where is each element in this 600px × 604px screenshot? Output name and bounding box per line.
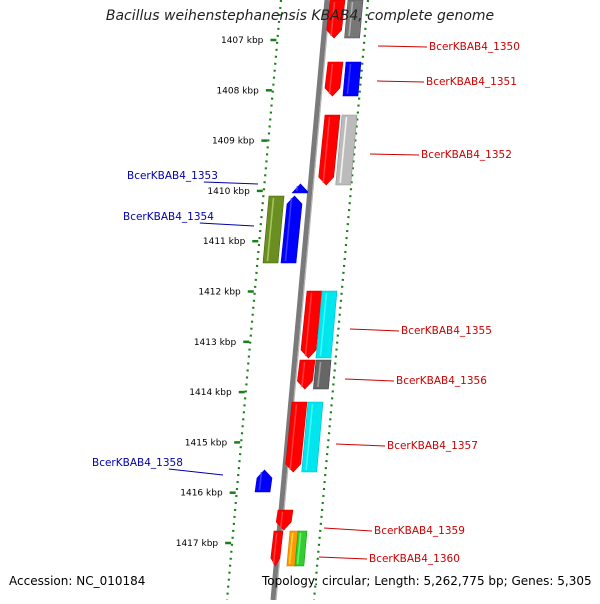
gene-highlight (339, 116, 348, 184)
gene-block (254, 469, 273, 493)
gene-highlight (289, 403, 298, 471)
tick-label: 1407 kbp (221, 36, 264, 46)
gene-label: BcerKBAB4_1354 (123, 211, 214, 223)
gene-label: BcerKBAB4_1360 (369, 553, 460, 565)
tick-label: 1414 kbp (189, 388, 232, 398)
gene-label: BcerKBAB4_1358 (92, 457, 183, 469)
label-leader-line (323, 527, 373, 532)
gene-label: BcerKBAB4_1351 (426, 76, 517, 88)
gene-label: BcerKBAB4_1353 (127, 170, 218, 182)
gene-block (313, 359, 332, 390)
label-leader-line (335, 443, 386, 447)
gene-highlight (305, 403, 314, 471)
gene-highlight (317, 361, 322, 388)
label-leader-line (199, 222, 255, 227)
gene-highlight (272, 532, 278, 565)
gene-highlight (288, 532, 294, 565)
gene-highlight (322, 116, 331, 184)
tick-label: 1416 kbp (180, 489, 223, 499)
gene-highlight (346, 63, 352, 95)
tick-label: 1409 kbp (212, 137, 255, 147)
tick-label: 1410 kbp (207, 187, 250, 197)
gene-label: BcerKBAB4_1356 (396, 375, 487, 387)
gene-highlight (301, 361, 306, 388)
gene-label: BcerKBAB4_1357 (387, 440, 478, 452)
gene-label: BcerKBAB4_1359 (374, 525, 465, 537)
accession-text: Accession: NC_010184 (9, 574, 146, 588)
tick-label: 1413 kbp (194, 338, 237, 348)
label-leader-line (203, 181, 259, 185)
gene-highlight (330, 1, 336, 37)
gene-block (291, 183, 309, 194)
gene-highlight (328, 63, 334, 95)
right-guide-line (312, 0, 370, 601)
gene-label: BcerKBAB4_1352 (421, 149, 512, 161)
tick-label: 1408 kbp (216, 86, 259, 96)
gene-highlight (266, 197, 275, 262)
gene-block (324, 61, 344, 97)
gene-block (297, 359, 316, 390)
label-leader-line (376, 80, 425, 83)
label-leader-line (168, 468, 224, 476)
gene-highlight (279, 511, 284, 529)
gene-highlight (348, 1, 354, 37)
label-leader-line (349, 328, 400, 332)
tick-label: 1417 kbp (176, 539, 219, 549)
gene-label: BcerKBAB4_1355 (401, 325, 492, 337)
tick-label: 1415 kbp (185, 438, 228, 448)
gene-label: BcerKBAB4_1350 (429, 41, 520, 53)
gene-highlight (319, 292, 328, 357)
label-leader-line (318, 556, 368, 560)
left-guide-line (225, 0, 283, 601)
tick-label: 1412 kbp (198, 288, 241, 298)
backbone-highlight (275, 0, 331, 601)
genome-title: Bacillus weihenstephanensis KBAB4, compl… (105, 8, 495, 24)
tick-label: 1411 kbp (203, 237, 246, 247)
gene-highlight (304, 292, 313, 357)
gene-highlight (258, 471, 263, 491)
label-leader-line (344, 378, 395, 382)
topology-text: Topology: circular; Length: 5,262,775 bp… (262, 574, 592, 588)
gene-highlight (296, 532, 302, 565)
label-leader-line (369, 153, 420, 156)
label-leader-line (377, 45, 428, 48)
gene-highlight (284, 197, 293, 262)
gene-block (342, 61, 362, 97)
gene-highlight (295, 185, 299, 192)
backbone-line (270, 0, 330, 601)
